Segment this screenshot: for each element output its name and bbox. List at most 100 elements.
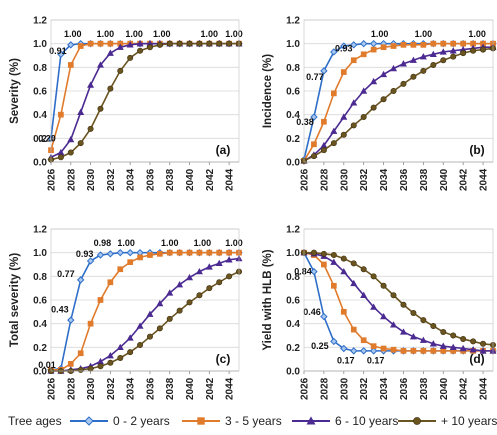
data-point: [370, 303, 378, 310]
x-tick-label: 2034: [126, 377, 137, 400]
data-point: [470, 47, 477, 54]
data-label: 0.98: [94, 238, 112, 248]
data-label: 1.00: [194, 238, 212, 248]
y-tick-label: 0.2: [33, 343, 47, 354]
data-point: [196, 249, 203, 256]
data-point: [206, 40, 213, 47]
data-point: [321, 261, 327, 268]
plot-area: [303, 228, 494, 372]
x-tick-label: 2044: [479, 377, 490, 400]
data-point: [67, 316, 75, 324]
y-tick-label: 1.0: [286, 39, 300, 50]
data-point: [186, 273, 194, 281]
data-label: 0.43: [51, 304, 69, 314]
data-point: [340, 255, 347, 262]
data-point: [390, 346, 397, 353]
data-point: [330, 252, 337, 259]
panel-a: 0.0 0.2 0.4 0.6 0.8 1.0 1.2 2026 2028 2030 2032 203…: [9, 16, 243, 192]
data-label: 0.91: [49, 46, 67, 56]
x-tick-label: 2038: [165, 168, 176, 191]
x-tick-label: 2026: [300, 377, 311, 400]
data-point: [430, 323, 437, 330]
data-point: [469, 346, 477, 353]
data-point: [97, 40, 104, 47]
data-point: [147, 252, 153, 258]
data-point: [330, 90, 337, 97]
data-point: [410, 41, 417, 48]
data-point: [400, 41, 407, 48]
legend-item: 3 - 5 years: [182, 414, 282, 428]
data-point: [310, 249, 317, 256]
data-point: [107, 279, 114, 286]
data-point: [87, 365, 94, 372]
data-point: [106, 49, 114, 56]
x-tick-label: 2038: [419, 377, 430, 400]
y-tick-label: 0.2: [286, 134, 300, 145]
data-point: [196, 40, 203, 47]
data-point: [206, 249, 213, 256]
data-label: 0.93: [335, 43, 353, 53]
data-point: [77, 140, 84, 147]
y-tick-label: 0.4: [286, 319, 300, 330]
data-point: [390, 88, 397, 95]
data-point: [107, 85, 114, 92]
x-tick-label: 2038: [419, 168, 430, 191]
panel-label: (d): [469, 352, 484, 366]
data-point: [146, 44, 153, 51]
data-point: [350, 347, 358, 355]
data-point: [87, 40, 94, 47]
x-tick-label: 2042: [459, 377, 470, 400]
data-point: [360, 114, 367, 121]
data-point: [370, 343, 377, 350]
data-point: [409, 333, 417, 340]
data-point: [97, 297, 104, 303]
data-point: [58, 111, 64, 118]
data-point: [67, 135, 75, 143]
data-point: [146, 310, 154, 317]
data-point: [439, 342, 447, 349]
y-tick-label: 0.0: [33, 158, 47, 169]
data-point: [370, 46, 377, 53]
data-point: [156, 41, 163, 48]
data-point: [420, 348, 427, 354]
data-label: 1.00: [97, 29, 115, 39]
data-point: [67, 149, 74, 156]
data-point: [420, 317, 427, 324]
data-point: [460, 50, 467, 57]
data-point: [226, 40, 233, 47]
data-point: [97, 105, 104, 112]
data-point: [116, 43, 124, 50]
data-point: [429, 50, 437, 58]
y-tick-label: 1.2: [286, 225, 300, 236]
data-label: 0.17: [367, 355, 385, 365]
data-point: [419, 53, 427, 60]
data-point: [320, 312, 328, 321]
data-point: [380, 345, 387, 352]
data-point: [360, 266, 367, 273]
y-tick-label: 0.0: [33, 367, 47, 378]
data-point: [77, 108, 85, 115]
data-point: [136, 40, 144, 47]
y-tick-label: 1.2: [33, 16, 47, 27]
data-point: [360, 291, 368, 298]
data-point: [380, 44, 387, 51]
data-point: [380, 70, 388, 78]
data-point: [430, 61, 437, 68]
data-point: [330, 337, 338, 346]
data-point: [410, 348, 417, 354]
x-tick-label: 2034: [126, 168, 137, 191]
legend-label: 3 - 5 years: [225, 414, 282, 428]
data-label: 0.46: [303, 307, 321, 317]
y-tick-label: 0.0: [286, 158, 300, 169]
legend-item: + 10 years: [398, 414, 497, 428]
x-tick-label: 2028: [66, 377, 77, 400]
data-point: [370, 104, 377, 111]
x-tick-label: 2034: [379, 168, 390, 191]
x-tick-label: 2032: [359, 377, 370, 400]
data-point: [106, 351, 114, 359]
data-point: [429, 340, 437, 347]
data-point: [359, 39, 368, 48]
legend-marker: [197, 417, 205, 425]
data-point: [330, 258, 338, 265]
data-point: [340, 267, 348, 275]
